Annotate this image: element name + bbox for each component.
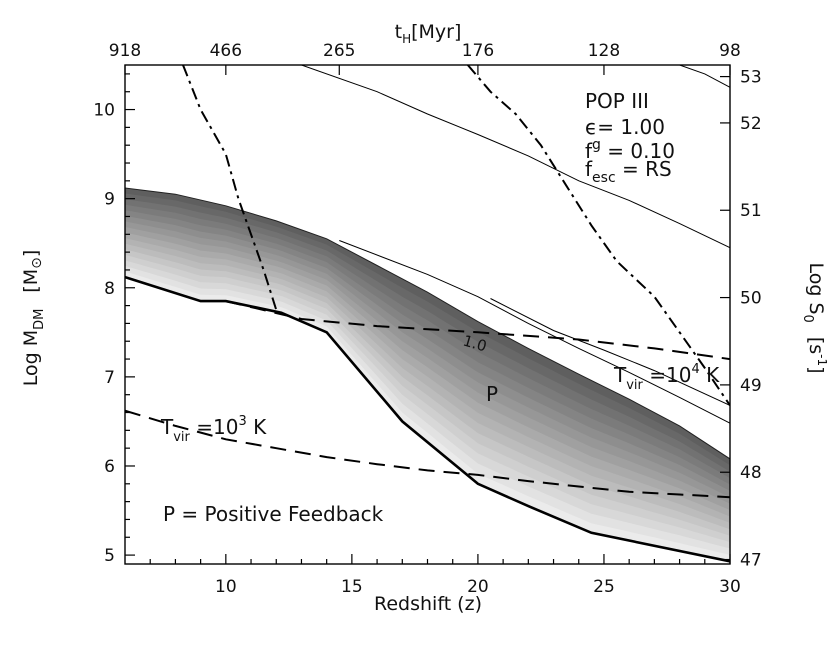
- top-axis-title-main: t: [395, 21, 402, 43]
- series-line-thin: [301, 65, 730, 249]
- y-right-title-main: Log S: [805, 262, 827, 314]
- fesc-label-rest: = RS: [616, 157, 672, 181]
- y-right-tick-label: 49: [740, 376, 762, 396]
- top-axis-title-unit: [Myr]: [411, 21, 461, 43]
- y-right-title-unit: [s: [805, 337, 827, 354]
- tvir3-eq: =10: [190, 415, 239, 439]
- y-left-title-symbol: ⊙: [29, 257, 45, 269]
- fesc-label-sub: esc: [592, 170, 616, 186]
- tvir3-sub: vir: [173, 430, 190, 445]
- y-left-tick-label: 5: [104, 546, 115, 566]
- y-right-tick-label: 52: [740, 114, 762, 134]
- y-left-title-main: Log M: [20, 330, 42, 386]
- top-axis-title: tH[Myr]: [395, 21, 462, 46]
- tvir4-t: T: [613, 363, 627, 387]
- x-tick-label: 30: [719, 577, 741, 597]
- top-tick-label: 128: [588, 41, 620, 61]
- top-tick-label: 265: [323, 41, 355, 61]
- tvir4-label: Tvir =104 K: [613, 362, 720, 393]
- y-left-title-unit: [M: [20, 269, 42, 293]
- y-right-title-sup: -1: [815, 354, 829, 366]
- series-line-dashdot: [467, 65, 730, 406]
- series-line-thin: [679, 65, 730, 88]
- top-tick-label: 98: [719, 41, 741, 61]
- pop-title-label: POP III: [585, 89, 649, 113]
- ticks-group: 10 15 20 25 30 5 6 7 8 9 10 47 48 49 50 51 52 53 918 466 265…: [93, 41, 761, 597]
- fesc-label: fesc = RS: [585, 157, 672, 186]
- x-tick-label: 25: [593, 577, 615, 597]
- top-axis-title-sub: H: [402, 32, 411, 46]
- curve-1-0-label: 1.0: [461, 332, 489, 356]
- y-left-tick-label: 8: [104, 279, 115, 299]
- region-p-label: P: [486, 382, 498, 406]
- shaded-region-lower-edge: [125, 275, 730, 563]
- shaded-region-upper-edge: [125, 187, 730, 460]
- epsilon-label: ϵ= 1.00: [585, 115, 665, 139]
- y-left-tick-label: 6: [104, 457, 115, 477]
- tvir4-eq: =10: [643, 363, 692, 387]
- fg-label-rest: = 0.10: [601, 139, 675, 163]
- y-right-tick-label: 47: [740, 551, 762, 571]
- y-right-tick-label: 53: [740, 68, 762, 88]
- tvir3-t: T: [160, 415, 174, 439]
- fg-label: fg = 0.10: [585, 137, 675, 163]
- top-tick-label: 466: [210, 41, 242, 61]
- y-right-title-sub: 0: [800, 315, 815, 323]
- x-tick-label: 10: [215, 577, 237, 597]
- y-left-title-sub: DM: [32, 309, 47, 330]
- legend-note: P = Positive Feedback: [163, 502, 384, 526]
- shade-band: [125, 254, 730, 562]
- y-left-tick-label: 10: [93, 101, 115, 121]
- fg-label-main: f: [585, 139, 593, 163]
- y-left-tick-label: 9: [104, 190, 115, 210]
- y-right-tick-label: 51: [740, 201, 762, 221]
- y-left-title-close: ]: [20, 250, 42, 257]
- y-right-tick-label: 48: [740, 463, 762, 483]
- tvir4-sub: vir: [626, 378, 643, 393]
- tvir3-label: Tvir =103 K: [160, 414, 267, 445]
- series-line-dashed: [125, 409, 730, 499]
- y-left-tick-label: 7: [104, 368, 115, 388]
- series-group: [125, 65, 730, 499]
- top-tick-label: 176: [462, 41, 494, 61]
- series-line-thin: [490, 298, 730, 406]
- x-tick-label: 15: [341, 577, 363, 597]
- x-axis-title: Redshift (z): [374, 593, 482, 615]
- series-line-thin: [339, 240, 730, 424]
- shaded-region-group: [125, 187, 730, 563]
- fesc-label-main: f: [585, 157, 593, 181]
- y-right-axis-title: Log S0 [s-1]: [800, 262, 829, 373]
- x-tick-label: 20: [467, 577, 489, 597]
- tvir4-unit: K: [700, 363, 720, 387]
- y-right-title-close: ]: [805, 366, 827, 373]
- series-line-dashed: [225, 300, 730, 361]
- top-tick-label: 918: [109, 41, 141, 61]
- y-left-axis-title: Log MDM [M⊙]: [20, 250, 47, 387]
- tvir3-unit: K: [247, 415, 267, 439]
- y-right-tick-label: 50: [740, 289, 762, 309]
- tvir3-sup: 3: [238, 414, 246, 429]
- tvir4-sup: 4: [691, 362, 699, 377]
- fg-label-sub: g: [592, 137, 601, 153]
